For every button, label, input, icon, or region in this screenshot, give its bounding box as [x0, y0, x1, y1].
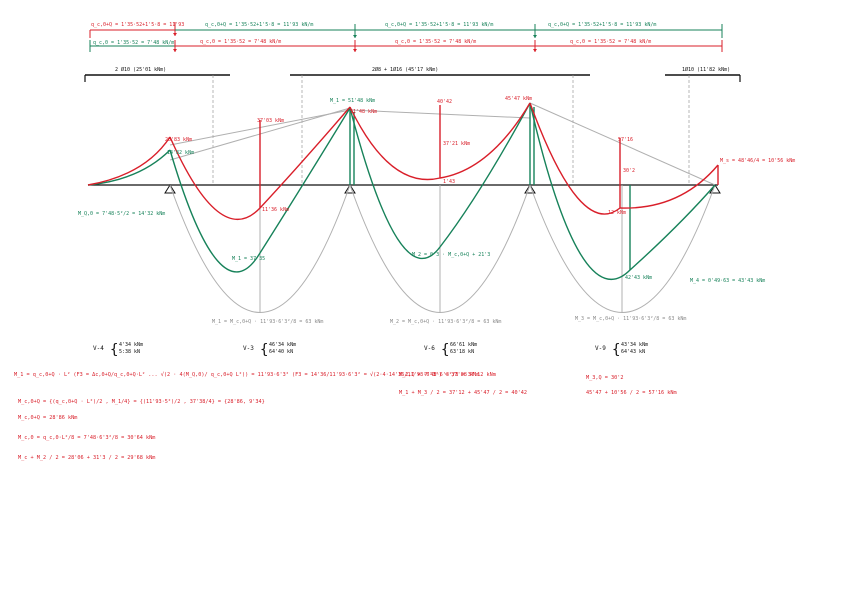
section-v9-name: V-9: [595, 345, 606, 352]
label-span1-low: 11'36 kNm: [262, 207, 289, 213]
rebar-left-label: 2 Ø10 (25'01 kNm): [115, 66, 166, 73]
section-v6: V-6 { 66'61 kNm 63'18 kN: [424, 342, 477, 358]
label-span3-top: 57'16: [618, 137, 633, 143]
svg-text:{: {: [110, 342, 118, 358]
label-support3-top: 45'47 kNm: [505, 96, 532, 102]
calc-line-7: M_1 + M_3 / 2 = 37'12 + 45'47 / 2 = 40'4…: [399, 390, 528, 396]
label-span3-mid: 30'2: [623, 168, 635, 174]
label-span2-green: M_2 = 0'3 · M_c,0+Q + 21'3: [412, 252, 490, 258]
section-v3-line1: 46'34 kNm: [269, 342, 296, 348]
calc-line-8: M_3,Q = 30'2: [586, 375, 624, 381]
section-v4-line1: 4'34 kNm: [119, 342, 143, 348]
load-label-red-4: q_c,0 = 1'35·52 = 7'48 kN/m: [570, 39, 651, 45]
load-label-green-1: q_c,0+Q = 1'35·52+1'5·8 = 11'93 kN/m: [205, 22, 313, 28]
section-v6-name: V-6: [424, 345, 435, 352]
calc-line-5: M_c + M_2 / 2 = 28'06 + 31'3 / 2 = 29'68…: [18, 455, 156, 461]
svg-text:{: {: [612, 342, 620, 358]
label-cant-left-red: 28'83 kNm: [165, 137, 192, 143]
label-right-green: M_4 = 0'49·63 = 43'43 kNm: [690, 278, 765, 284]
calc-line-6: M_2,Q = 7'48·6'3²/8 = 37'12 kNm: [399, 372, 496, 378]
red-curves: [87, 102, 719, 220]
label-grey-2: M_2 = M_c,0+Q · 11'93·6'3²/8 = 63 kNm: [390, 319, 501, 325]
label-grey-3: M_3 = M_c,0+Q · 11'93·6'3²/8 = 63 kNm: [575, 316, 686, 322]
beam-sections: V-4 { 4'34 kNm 5:38 kN V-3 { 46'34 kNm 6…: [93, 342, 648, 358]
calc-line-2: M_c,0+Q = {(q_c,0+Q · L²)/2 , M_1/4} = {…: [18, 399, 265, 405]
section-v9-line2: 64'43 kN: [621, 349, 645, 355]
section-v6-line2: 63'18 kN: [450, 349, 474, 355]
svg-text:{: {: [260, 342, 268, 358]
green-curves: [87, 102, 716, 281]
load-diagram: q_c,0+Q = 1'35·52+1'5·8 = 11'93 q_c,0+Q …: [89, 22, 723, 52]
section-v3: V-3 { 46'34 kNm 64'40 kN: [243, 342, 296, 358]
section-v4-name: V-4: [93, 345, 104, 352]
calc-line-1: M_1 = q_c,0+Q · L² (F3 = Δc,0+Q/q_c,0+Q·…: [14, 372, 480, 378]
moment-labels: 28'83 kNm 14'82 kNm 37'03 kNm M_1 = 51'4…: [78, 96, 795, 325]
label-span1-red: 37'03 kNm: [257, 118, 284, 124]
load-label-red-1: q_c,0+Q = 1'35·52+1'5·8 = 11'93: [91, 22, 184, 28]
rebar-right-label: 1Ø10 (11'82 kNm): [682, 66, 730, 73]
label-span2-low: 1'43: [443, 179, 455, 185]
label-right-cant: M_s = 48'46/4 = 10'56 kNm: [720, 158, 795, 164]
section-v3-line2: 64'40 kN: [269, 349, 293, 355]
label-support2-top: M_1 = 51'48 kNm: [330, 98, 375, 104]
load-label-red-3: q_c,0 = 1'35·52 = 7'48 kN/m: [395, 39, 476, 45]
load-label-green-4: q_c,0 = 1'35·52 = 7'48 kN/m: [93, 40, 174, 46]
label-left-green-formula: M_Q,0 = 7'48·5²/2 = 14'32 kNm: [78, 211, 165, 217]
rebar-middle-label: 2Ø8 + 1Ø16 (45'17 kNm): [372, 66, 438, 73]
label-support2-right: 51'48 kNm: [350, 109, 377, 115]
label-span3-green: 42'43 kNm: [625, 275, 652, 281]
calc-line-4: M_c,0 = q_c,0·L²/8 = 7'48·6'3²/8 = 30'64…: [18, 435, 156, 441]
calc-line-3: M_c,0+Q = 28'86 kNm: [18, 415, 78, 421]
label-cant-left-green: 14'82 kNm: [167, 150, 194, 156]
section-v4: V-4 { 4'34 kNm 5:38 kN: [93, 342, 143, 358]
section-v9: V-9 { 43'34 kNm 64'43 kN: [595, 342, 648, 358]
calc-line-9: 45'47 + 10'56 / 2 = 57'16 kNm: [586, 390, 677, 396]
label-span3-low: 12 kNm: [608, 210, 626, 216]
section-v6-line1: 66'61 kNm: [450, 342, 477, 348]
label-span1-green: M_1 = 37'35: [232, 256, 265, 262]
reinforcement-bars: 2 Ø10 (25'01 kNm) 2Ø8 + 1Ø16 (45'17 kNm)…: [84, 66, 741, 185]
load-label-green-3: q_c,0+Q = 1'35·52+1'5·8 = 11'93 kN/m: [548, 22, 656, 28]
load-label-green-2: q_c,0+Q = 1'35·52+1'5·8 = 11'93 kN/m: [385, 22, 493, 28]
label-span2-mid: 37'21 kNm: [443, 141, 470, 147]
section-v9-line1: 43'34 kNm: [621, 342, 648, 348]
section-v3-name: V-3: [243, 345, 254, 352]
beam-axis: [88, 184, 721, 194]
section-v4-line2: 5:38 kN: [119, 349, 140, 355]
load-label-red-2: q_c,0 = 1'35·52 = 7'48 kN/m: [200, 39, 281, 45]
svg-text:{: {: [441, 342, 449, 358]
label-span2-top: 40'42: [437, 99, 452, 105]
label-grey-1: M_1 = M_c,0+Q · 11'93·6'3²/8 = 63 kNm: [212, 319, 323, 325]
